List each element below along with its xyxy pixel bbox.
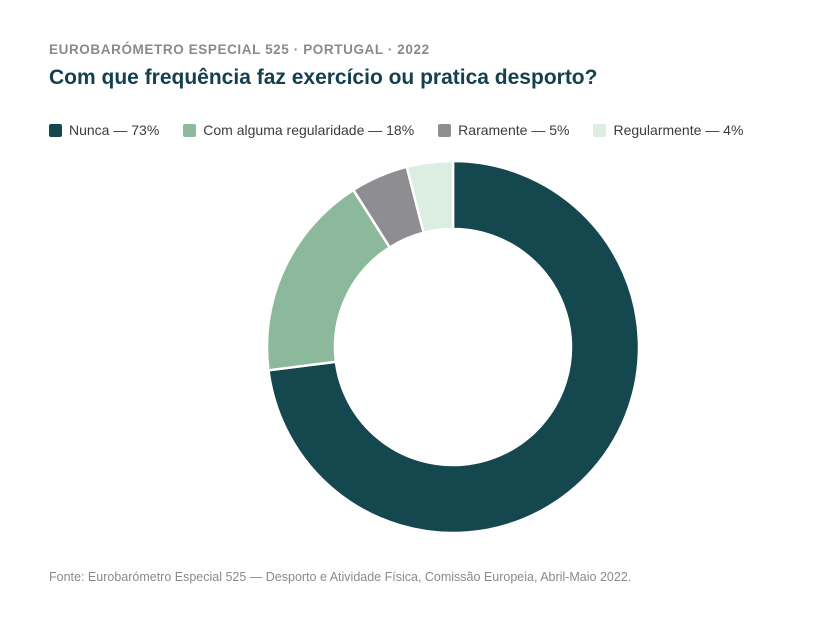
chart-legend: Nunca — 73% Com alguma regularidade — 18… — [49, 122, 743, 138]
legend-item-com-alguma-regularidade: Com alguma regularidade — 18% — [183, 122, 414, 138]
legend-swatch — [49, 123, 62, 137]
legend-item-nunca: Nunca — 73% — [49, 122, 159, 138]
legend-item-raramente: Raramente — 5% — [438, 122, 569, 138]
legend-label: Regularmente — 4% — [613, 122, 744, 138]
legend-label: Com alguma regularidade — 18% — [203, 122, 415, 138]
legend-swatch — [593, 123, 607, 137]
donut-slice-regularmente — [405, 159, 455, 234]
legend-label: Nunca — 73% — [69, 122, 160, 138]
donut-slice-nunca — [267, 159, 641, 535]
chart-title: Com que frequência faz exercício ou prat… — [49, 66, 598, 89]
legend-item-regularmente: Regularmente — 4% — [593, 122, 743, 138]
chart-kicker: EUROBARÓMETRO ESPECIAL 525 · PORTUGAL · … — [49, 42, 430, 57]
legend-swatch — [183, 123, 197, 137]
legend-swatch — [438, 123, 452, 137]
legend-label: Raramente — 5% — [458, 122, 570, 138]
source-note: Fonte: Eurobarómetro Especial 525 — Desp… — [49, 570, 632, 584]
